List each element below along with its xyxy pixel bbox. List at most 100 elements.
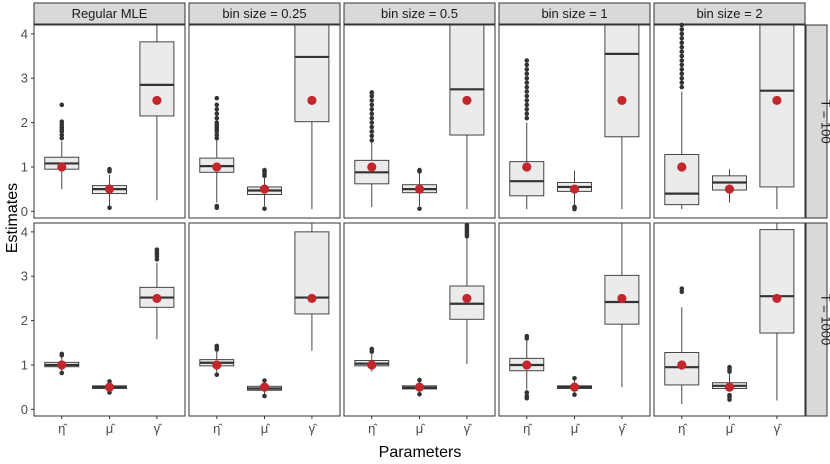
boxplot xyxy=(92,379,127,395)
x-tick-label: η̂ xyxy=(58,421,68,436)
true-value-point xyxy=(212,360,222,370)
boxplot xyxy=(294,24,330,210)
true-value-point xyxy=(57,162,67,172)
outlier-point xyxy=(369,90,375,95)
panel xyxy=(33,24,186,219)
true-value-point xyxy=(104,184,115,194)
true-value-point xyxy=(677,360,687,370)
outlier-point xyxy=(262,393,267,399)
x-tick-label: γ̂ xyxy=(309,421,319,436)
outlier-point xyxy=(727,364,732,370)
y-tick-label: 4 xyxy=(21,224,28,239)
outlier-point xyxy=(214,106,220,112)
outlier-point xyxy=(679,36,685,41)
outlier-point xyxy=(369,102,375,108)
y-tick-label: 2 xyxy=(21,115,28,130)
true-value-point xyxy=(462,293,472,304)
outlier-point xyxy=(214,115,220,121)
panel-border xyxy=(343,222,496,417)
boxplot xyxy=(759,223,795,401)
x-tick-label: γ̂ xyxy=(464,421,474,436)
true-value-point xyxy=(772,95,782,106)
panel-border xyxy=(33,24,186,219)
outlier-point xyxy=(727,392,732,398)
panel xyxy=(498,24,651,219)
true-value-point xyxy=(367,360,377,370)
outlier-point xyxy=(369,93,375,99)
true-value-point xyxy=(569,184,580,194)
outlier-point xyxy=(679,27,685,32)
outlier-point xyxy=(107,205,112,211)
x-axis-title: Parameters xyxy=(379,444,462,461)
x-tick-label: γ̂ xyxy=(154,421,164,436)
outlier-point xyxy=(417,167,422,173)
outlier-point xyxy=(417,206,422,211)
box xyxy=(604,24,640,138)
panel-border xyxy=(188,24,341,219)
outlier-point xyxy=(679,71,685,77)
true-value-point xyxy=(724,184,735,194)
panel-border xyxy=(498,222,651,417)
true-value-point xyxy=(522,162,532,172)
boxplot xyxy=(44,102,80,190)
outlier-point xyxy=(214,120,220,125)
true-value-point xyxy=(259,382,270,392)
outlier-point xyxy=(679,62,685,68)
boxplot xyxy=(449,222,485,365)
outlier-point xyxy=(524,62,530,68)
box xyxy=(449,24,485,136)
outlier-point xyxy=(572,392,577,398)
panel-border xyxy=(188,222,341,417)
boxplot xyxy=(664,22,700,210)
x-tick-label: η̂ xyxy=(213,421,223,436)
outlier-point xyxy=(679,84,685,90)
column-strip xyxy=(188,2,341,25)
outlier-point xyxy=(417,377,422,383)
outlier-point xyxy=(214,372,220,378)
outlier-point xyxy=(524,102,530,108)
outlier-point xyxy=(679,40,685,46)
y-tick-label: 0 xyxy=(21,402,28,417)
x-tick-label: γ̂ xyxy=(774,421,784,436)
outlier-point xyxy=(679,53,685,59)
outlier-point xyxy=(524,71,530,77)
x-tick-label: μ̂ xyxy=(416,421,426,436)
column-strip xyxy=(33,2,186,25)
outlier-point xyxy=(369,106,375,112)
panel xyxy=(343,24,496,219)
panel xyxy=(498,222,651,417)
y-axis-title: Estimates xyxy=(4,183,21,253)
boxplot xyxy=(402,167,437,211)
outlier-point xyxy=(369,115,375,121)
true-value-point xyxy=(569,382,580,392)
true-value-point xyxy=(617,95,627,106)
boxplot xyxy=(354,90,390,207)
outlier-point xyxy=(214,95,220,101)
outlier-point xyxy=(524,115,530,121)
outlier-point xyxy=(369,346,375,352)
x-tick-label: η̂ xyxy=(368,421,378,436)
outlier-point xyxy=(59,351,65,357)
panel xyxy=(343,222,496,417)
outlier-point xyxy=(679,67,685,72)
box xyxy=(759,24,795,188)
outlier-point xyxy=(524,333,530,339)
row-strip-label: T = 1000 xyxy=(819,294,830,345)
true-value-point xyxy=(152,293,162,304)
true-value-point xyxy=(414,382,425,392)
true-value-point xyxy=(57,360,67,370)
y-tick-label: 2 xyxy=(21,313,28,328)
x-tick-label: μ̂ xyxy=(261,421,271,436)
outlier-point xyxy=(524,84,530,90)
outlier-point xyxy=(369,111,375,117)
boxplot xyxy=(92,166,127,211)
outlier-point xyxy=(679,80,685,85)
boxplot xyxy=(294,223,330,351)
outlier-point xyxy=(262,206,267,211)
boxplot xyxy=(759,24,795,210)
x-tick-label: μ̂ xyxy=(106,421,116,436)
boxplot xyxy=(557,170,592,212)
panel-border xyxy=(653,222,806,417)
boxplot xyxy=(402,377,437,397)
